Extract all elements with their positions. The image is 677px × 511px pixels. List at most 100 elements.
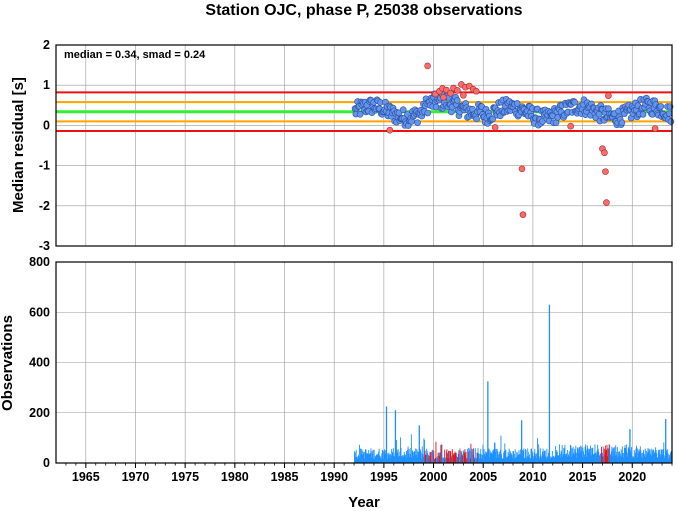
x-tick-label: 2020 bbox=[618, 470, 646, 484]
outlier-point bbox=[447, 89, 454, 97]
observation-bar bbox=[559, 453, 561, 463]
observation-bar bbox=[633, 450, 635, 463]
observation-bar bbox=[518, 450, 520, 463]
observation-bar bbox=[454, 451, 456, 463]
observation-bar bbox=[623, 452, 625, 463]
observation-bar bbox=[433, 450, 435, 463]
observation-bar bbox=[594, 444, 596, 463]
observation-bar bbox=[556, 450, 558, 463]
observation-bar bbox=[649, 450, 651, 463]
observation-bar bbox=[413, 455, 414, 463]
observation-bar bbox=[362, 450, 364, 463]
observation-bars bbox=[354, 304, 672, 463]
observation-bar bbox=[375, 456, 377, 463]
observation-bar bbox=[634, 453, 636, 463]
observation-bar bbox=[430, 452, 432, 463]
observation-bar bbox=[642, 457, 643, 463]
observation-bar bbox=[516, 451, 518, 463]
observation-bar bbox=[634, 457, 636, 463]
observation-bar bbox=[593, 453, 595, 463]
outlier-point bbox=[651, 125, 659, 132]
data-point bbox=[453, 97, 461, 104]
observation-bar bbox=[387, 453, 389, 463]
observation-bar bbox=[645, 450, 647, 463]
observation-bar bbox=[583, 451, 584, 463]
observation-bar bbox=[458, 457, 460, 463]
observation-bar bbox=[369, 452, 371, 463]
y-tick-label: 200 bbox=[29, 406, 50, 420]
data-point bbox=[513, 100, 521, 107]
observation-bar bbox=[436, 457, 437, 463]
observation-bar bbox=[367, 453, 369, 463]
observation-bar bbox=[533, 458, 535, 463]
observation-bar bbox=[643, 450, 645, 463]
observation-bar bbox=[434, 457, 436, 463]
observation-bar bbox=[399, 437, 401, 463]
y-tick-label: 600 bbox=[29, 305, 50, 319]
observation-bar bbox=[469, 458, 471, 463]
data-point bbox=[639, 111, 647, 118]
observation-bar bbox=[499, 454, 501, 463]
observation-bar bbox=[638, 453, 640, 463]
observation-bar bbox=[539, 459, 541, 463]
observation-bar bbox=[613, 451, 615, 463]
observation-bar bbox=[502, 458, 504, 463]
observation-bar bbox=[441, 444, 443, 463]
observation-bar bbox=[650, 456, 652, 463]
observation-bar bbox=[567, 450, 569, 463]
observation-bar bbox=[509, 450, 511, 463]
observation-bar bbox=[660, 449, 662, 463]
observation-bar bbox=[531, 454, 533, 463]
observation-bar bbox=[378, 451, 380, 463]
residual-points bbox=[351, 62, 675, 218]
observation-bar bbox=[584, 454, 586, 463]
observation-bar bbox=[564, 455, 566, 463]
observation-bar bbox=[444, 458, 446, 463]
observation-bar bbox=[658, 449, 660, 463]
observation-bar bbox=[655, 450, 657, 463]
observation-bar bbox=[663, 455, 665, 463]
observation-bar bbox=[618, 451, 619, 463]
observation-bar bbox=[465, 451, 467, 463]
data-point bbox=[473, 115, 480, 123]
observation-bar bbox=[393, 455, 395, 463]
observation-bar bbox=[463, 452, 465, 463]
observation-bar bbox=[652, 449, 654, 463]
outlier-point bbox=[386, 126, 394, 134]
observation-bar bbox=[632, 456, 634, 463]
observation-bar bbox=[498, 454, 500, 463]
observation-bar bbox=[489, 456, 490, 463]
observation-bar bbox=[369, 454, 371, 463]
observation-bar bbox=[577, 447, 578, 463]
observation-bar bbox=[524, 458, 525, 463]
observation-bar bbox=[377, 453, 379, 463]
residual-panel: 2 1 0 -1 -2 -3 median = 0.34, smad = 0.24 Med… bbox=[10, 38, 675, 253]
observations-gridlines bbox=[56, 261, 672, 464]
observation-bar bbox=[502, 458, 504, 463]
observation-bar bbox=[452, 454, 454, 463]
data-point bbox=[356, 111, 364, 118]
observation-bar bbox=[612, 456, 614, 463]
data-point bbox=[665, 110, 673, 117]
observation-bar bbox=[569, 444, 571, 463]
observation-bar bbox=[411, 457, 413, 463]
observation-bar bbox=[516, 452, 518, 463]
observation-bar bbox=[472, 454, 474, 463]
observation-bar bbox=[398, 456, 400, 463]
observation-bar bbox=[603, 448, 605, 463]
observation-bar bbox=[627, 448, 629, 463]
observation-bar bbox=[402, 455, 404, 463]
observation-bar bbox=[596, 455, 598, 463]
observation-bar bbox=[575, 452, 577, 463]
observation-bar bbox=[495, 452, 496, 463]
observation-bar bbox=[481, 458, 483, 463]
observation-bar bbox=[450, 457, 452, 463]
data-point bbox=[424, 109, 431, 117]
observation-bar bbox=[376, 454, 378, 463]
observation-bar bbox=[526, 458, 528, 463]
observation-bar bbox=[657, 449, 659, 463]
observation-bar bbox=[624, 445, 626, 463]
observation-bar bbox=[503, 450, 505, 463]
observation-bar bbox=[511, 457, 513, 463]
observation-bar bbox=[580, 450, 582, 463]
